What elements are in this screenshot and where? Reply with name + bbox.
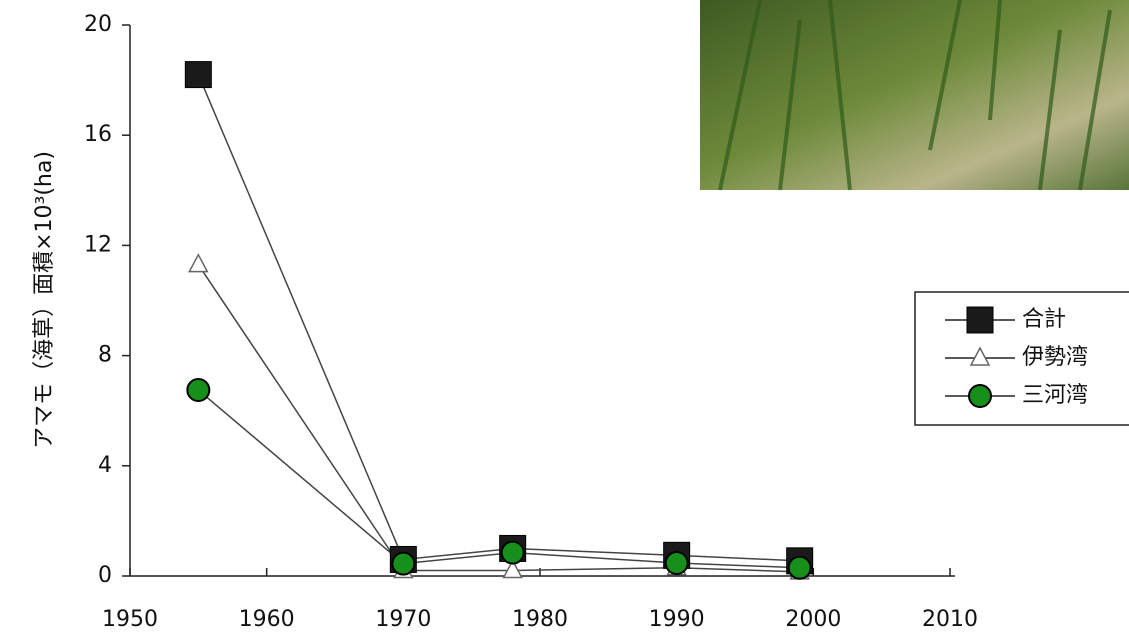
- y-tick-label: 4: [98, 453, 112, 478]
- y-tick-label: 0: [98, 563, 112, 588]
- photo: [700, 0, 1129, 191]
- data-point: [186, 378, 211, 403]
- y-tick-label: 16: [84, 122, 112, 147]
- data-point: [664, 551, 689, 576]
- legend-marker: [969, 346, 991, 366]
- legend-marker: [968, 384, 992, 408]
- legend-label: 伊勢湾: [1022, 345, 1088, 370]
- y-axis-label: アマモ（海草）面積×10³(ha): [32, 151, 57, 449]
- y-tick-label: 20: [84, 12, 112, 37]
- x-tick-label: 2000: [785, 607, 841, 632]
- data-point: [787, 555, 812, 580]
- y-tick-label: 12: [84, 232, 112, 257]
- data-point: [391, 551, 416, 576]
- x-tick-label: 1990: [649, 607, 705, 632]
- x-tick-label: 1970: [375, 607, 431, 632]
- legend-label: 合計: [1022, 307, 1066, 332]
- y-tick-label: 8: [98, 343, 112, 368]
- data-point: [184, 61, 212, 89]
- x-tick-label: 1950: [102, 607, 158, 632]
- legend-label: 三河湾: [1022, 383, 1088, 408]
- x-tick-label: 1960: [239, 607, 295, 632]
- data-point: [188, 253, 209, 273]
- series-line: [197, 264, 800, 573]
- x-tick-label: 1980: [512, 607, 568, 632]
- data-point: [500, 540, 525, 565]
- series-line: [197, 389, 800, 569]
- x-tick-label: 2010: [922, 607, 978, 632]
- data-point: [502, 558, 523, 579]
- legend-marker: [966, 306, 994, 334]
